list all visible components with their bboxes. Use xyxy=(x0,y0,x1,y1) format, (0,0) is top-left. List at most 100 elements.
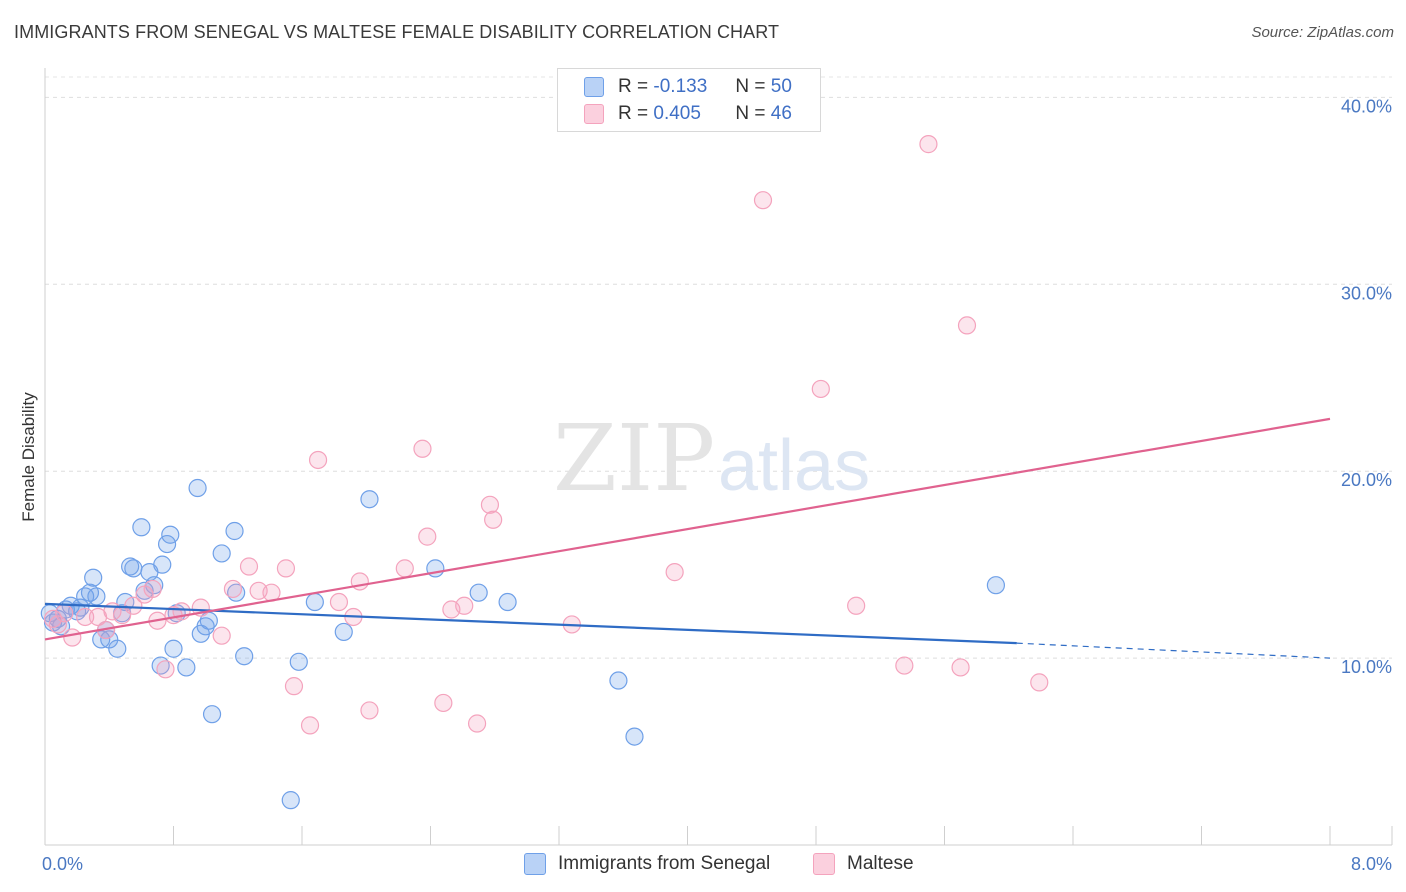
legend-n-label: N = xyxy=(735,103,766,124)
legend-n-value-maltese: 46 xyxy=(770,103,792,124)
trend-layer xyxy=(44,417,1331,659)
senegal-point xyxy=(153,555,172,574)
senegal-point xyxy=(498,592,517,612)
senegal-point xyxy=(164,639,183,658)
maltese-trend-line xyxy=(44,417,1331,641)
senegal-point xyxy=(305,592,324,612)
maltese-point xyxy=(919,135,938,154)
senegal-point xyxy=(469,583,488,602)
maltese-point xyxy=(895,656,914,675)
senegal-point xyxy=(188,478,207,498)
senegal-point xyxy=(121,557,140,576)
watermark-zip: ZIP xyxy=(553,405,715,512)
senegal-point xyxy=(202,705,222,724)
senegal-point xyxy=(71,598,90,617)
senegal-point xyxy=(235,647,254,666)
senegal-point xyxy=(124,559,143,578)
maltese-point xyxy=(418,527,437,546)
correlation-legend: R = -0.133 N = 50 R = 0.405 N = 46 xyxy=(557,68,821,132)
maltese-point xyxy=(300,716,320,735)
maltese-point xyxy=(395,559,414,578)
legend-row-maltese: R = 0.405 N = 46 xyxy=(584,102,792,126)
maltese-point xyxy=(467,714,487,733)
maltese-point xyxy=(811,379,830,399)
senegal-point xyxy=(196,617,215,636)
legend-swatch-maltese xyxy=(584,104,604,124)
x-tick-label-max: 8.0% xyxy=(1351,854,1392,874)
senegal-point xyxy=(87,587,106,606)
maltese-point xyxy=(76,607,95,627)
senegal-point xyxy=(625,727,644,746)
senegal-point xyxy=(161,525,180,544)
x-tick-label-min: 0.0% xyxy=(42,854,83,874)
maltese-point xyxy=(223,579,243,599)
legend-row-senegal: R = -0.133 N = 50 xyxy=(584,75,792,99)
y-tick-label: 40.0% xyxy=(1341,96,1392,116)
chart-title: IMMIGRANTS FROM SENEGAL VS MALTESE FEMAL… xyxy=(14,22,780,42)
series-swatch-maltese xyxy=(813,853,835,875)
senegal-point xyxy=(84,568,103,587)
y-axis-label: Female Disability xyxy=(19,392,38,522)
maltese-point xyxy=(284,677,304,696)
maltese-point xyxy=(48,615,67,634)
maltese-point xyxy=(55,604,74,623)
legend-r-label: R = xyxy=(618,103,649,124)
maltese-point xyxy=(124,596,143,615)
legend-r-value-maltese: 0.405 xyxy=(653,103,701,124)
series-legend: Immigrants from Senegal Maltese xyxy=(0,850,1406,878)
axis-layer xyxy=(44,68,1393,846)
series-legend-senegal[interactable]: Immigrants from Senegal xyxy=(524,853,770,875)
maltese-point xyxy=(63,628,82,647)
maltese-point xyxy=(753,191,773,210)
maltese-point xyxy=(434,693,453,713)
chart-source: Source: ZipAtlas.com xyxy=(1251,24,1394,41)
maltese-point xyxy=(156,660,175,679)
maltese-point xyxy=(276,559,296,578)
maltese-point xyxy=(43,609,63,628)
maltese-point xyxy=(212,626,231,645)
watermark-atlas: atlas xyxy=(718,426,870,506)
maltese-point xyxy=(847,596,866,615)
label-layer: Female Disability 10.0% 20.0% 30.0% 40.0% 0.… xyxy=(19,96,1392,874)
watermark: ZIP atlas xyxy=(553,405,870,512)
senegal-point xyxy=(281,791,300,810)
maltese-point xyxy=(665,563,684,582)
senegal-trend-extension xyxy=(1016,642,1331,659)
senegal-point xyxy=(334,622,353,642)
maltese-point xyxy=(329,592,349,612)
senegal-point xyxy=(360,490,379,509)
y-tick-label: 20.0% xyxy=(1341,470,1392,490)
maltese-point xyxy=(308,450,328,470)
maltese-point xyxy=(455,596,474,615)
senegal-point xyxy=(132,518,151,537)
legend-r-value-senegal: -0.133 xyxy=(653,76,708,97)
legend-n-value-senegal: 50 xyxy=(770,76,792,97)
maltese-point xyxy=(484,510,503,529)
y-tick-label: 30.0% xyxy=(1341,283,1392,303)
maltese-point xyxy=(143,579,162,599)
points-layer xyxy=(40,135,1049,810)
maltese-point xyxy=(480,495,500,514)
senegal-point xyxy=(609,671,628,690)
legend-swatch-senegal xyxy=(584,77,604,97)
senegal-point xyxy=(108,639,127,658)
senegal-point xyxy=(212,544,231,563)
maltese-point xyxy=(239,557,259,576)
y-tick-label: 10.0% xyxy=(1341,657,1392,677)
maltese-point xyxy=(951,658,970,677)
maltese-point xyxy=(413,439,432,458)
series-swatch-senegal xyxy=(524,853,546,875)
series-name-senegal: Immigrants from Senegal xyxy=(558,853,771,874)
senegal-point xyxy=(289,652,308,671)
maltese-point xyxy=(1030,673,1049,692)
series-name-maltese: Maltese xyxy=(847,853,914,874)
maltese-point xyxy=(360,701,379,720)
series-legend-maltese[interactable]: Maltese xyxy=(813,853,914,875)
legend-n-label: N = xyxy=(735,76,766,97)
senegal-trend-line xyxy=(44,602,1017,645)
legend-r-label: R = xyxy=(618,76,649,97)
senegal-point xyxy=(177,658,196,677)
senegal-point xyxy=(225,521,244,541)
maltese-point xyxy=(957,316,977,335)
